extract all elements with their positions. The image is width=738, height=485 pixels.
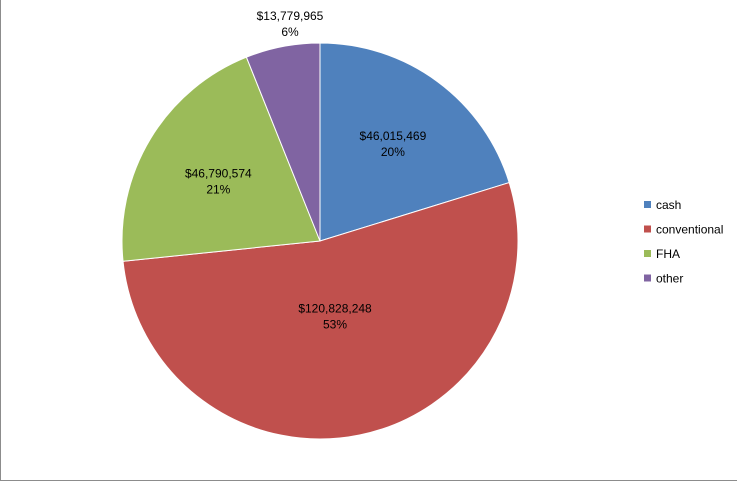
- pie-slice-fha: [121, 56, 321, 262]
- legend-label-conventional: conventional: [656, 223, 723, 237]
- data-label-value-cash: $46,015,469: [360, 129, 427, 143]
- legend-swatch-fha: [644, 250, 651, 257]
- legend-swatch-other: [644, 274, 651, 282]
- legend-swatch-conventional: [644, 225, 651, 233]
- pie-slices: [121, 42, 519, 440]
- data-labels: $46,015,469 20% $120,828,248 53% $46,790,574…: [185, 9, 427, 332]
- pie-slice-other: [245, 42, 321, 242]
- legend-label-fha: FHA: [656, 247, 680, 261]
- legend-label-cash: cash: [656, 198, 681, 212]
- data-label-value-conventional: $120,828,248: [298, 302, 372, 316]
- legend-swatch-cash: [644, 201, 651, 208]
- data-label-percent-conventional: 53%: [323, 318, 347, 332]
- data-label-percent-fha: 21%: [206, 183, 230, 197]
- legend: cash conventional FHA other: [644, 198, 723, 286]
- data-label-value-fha: $46,790,574: [185, 167, 252, 181]
- data-label-percent-cash: 20%: [381, 145, 405, 159]
- pie-slice-cash: [319, 42, 510, 242]
- data-label-percent-other: 6%: [281, 25, 299, 39]
- data-label-value-other: $13,779,965: [257, 9, 324, 23]
- legend-label-other: other: [656, 272, 683, 286]
- pie-slice-conventional: [122, 181, 519, 440]
